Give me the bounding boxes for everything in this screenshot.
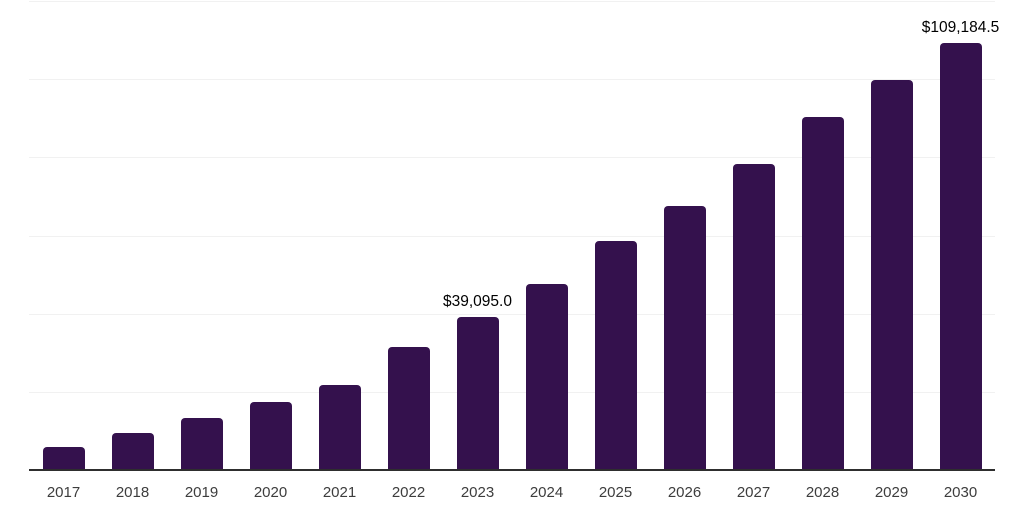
x-tick-label-2027: 2027	[736, 484, 771, 501]
gridline	[29, 391, 995, 393]
x-tick-label-2020: 2020	[253, 484, 288, 501]
bar-2019[interactable]	[180, 418, 223, 470]
bar-2020[interactable]	[249, 401, 292, 470]
x-tick-label-2023: 2023	[460, 484, 495, 501]
x-tick-label-2026: 2026	[667, 484, 702, 501]
bar-2028[interactable]	[801, 117, 844, 470]
gridline	[29, 157, 995, 159]
x-tick-label-2021: 2021	[322, 484, 357, 501]
x-tick-label-2018: 2018	[115, 484, 150, 501]
x-axis-line	[29, 469, 995, 471]
x-tick-label-2028: 2028	[805, 484, 840, 501]
gridline	[29, 313, 995, 315]
bar-2027[interactable]	[732, 164, 775, 470]
bar-2018[interactable]	[111, 433, 154, 470]
x-tick-label-2029: 2029	[874, 484, 909, 501]
x-tick-label-2030: 2030	[943, 484, 978, 501]
bar-2017[interactable]	[42, 446, 85, 470]
gridline	[29, 79, 995, 81]
data-label-2030: $109,184.5	[921, 19, 1000, 37]
x-tick-label-2019: 2019	[184, 484, 219, 501]
bar-2024[interactable]	[525, 283, 568, 470]
bar-2026[interactable]	[663, 205, 706, 470]
gridline	[29, 235, 995, 237]
x-tick-label-2025: 2025	[598, 484, 633, 501]
bar-2022[interactable]	[387, 346, 430, 470]
bar-2025[interactable]	[594, 241, 637, 470]
bar-2030[interactable]	[939, 43, 982, 470]
gridline	[29, 1, 995, 2]
x-tick-label-2022: 2022	[391, 484, 426, 501]
x-tick-label-2024: 2024	[529, 484, 564, 501]
bar-2021[interactable]	[318, 384, 361, 470]
bar-2029[interactable]	[870, 79, 913, 470]
x-tick-label-2017: 2017	[46, 484, 81, 501]
data-label-2023: $39,095.0	[443, 293, 512, 311]
bar-2023[interactable]	[456, 317, 499, 470]
